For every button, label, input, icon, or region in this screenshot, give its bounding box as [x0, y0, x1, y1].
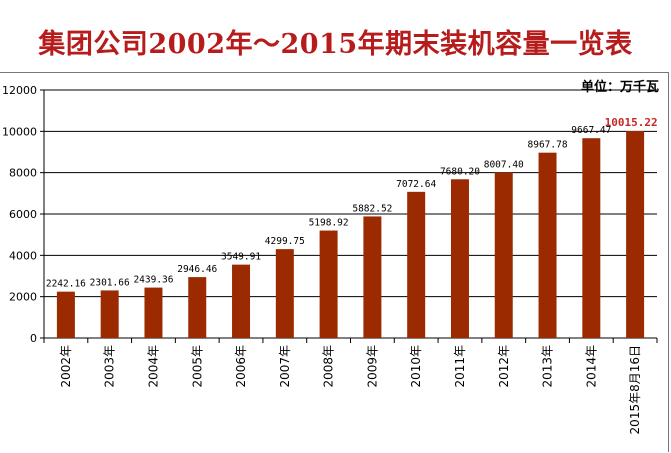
bar: [232, 264, 251, 338]
data-label: 5198.92: [309, 218, 349, 229]
category-label: 2013年: [541, 345, 555, 388]
category-label: 2011年: [453, 345, 467, 388]
data-label: 2301.66: [90, 277, 130, 288]
bar: [275, 249, 294, 338]
category-label: 2002年: [59, 345, 73, 388]
bar: [582, 138, 601, 338]
bar: [319, 230, 338, 338]
y-tick-label: 6000: [9, 208, 37, 221]
data-label: 2242.16: [46, 279, 86, 290]
data-label: 4299.75: [265, 236, 305, 247]
data-label: 7680.20: [440, 166, 480, 177]
data-label: 2439.36: [133, 275, 173, 286]
category-label: 2010年: [409, 345, 423, 388]
chart-title: 集团公司2002年～2015年期末装机容量一览表: [38, 29, 633, 60]
bar: [144, 287, 163, 338]
data-label: 2946.46: [177, 264, 217, 275]
bar: [407, 191, 426, 338]
data-label: 3549.91: [221, 252, 261, 263]
category-label: 2012年: [497, 345, 511, 388]
unit-label: 单位：万千瓦: [580, 80, 659, 95]
y-tick-label: 12000: [2, 84, 37, 97]
plot-frame: [0, 72, 669, 452]
bar: [494, 172, 513, 338]
y-tick-label: 2000: [9, 291, 37, 304]
category-label: 2004年: [146, 345, 160, 388]
data-label: 8007.40: [484, 160, 524, 171]
data-label: 5882.52: [352, 203, 392, 214]
y-tick-label: 4000: [9, 249, 37, 262]
category-label: 2003年: [103, 345, 117, 388]
category-label: 2006年: [234, 345, 248, 388]
data-label: 10015.22: [605, 116, 658, 129]
y-tick-label: 8000: [9, 167, 37, 180]
data-label: 9667.47: [571, 125, 611, 136]
bar: [56, 291, 75, 338]
bar: [538, 152, 557, 338]
y-tick-label: 0: [30, 332, 37, 345]
category-label: 2005年: [190, 345, 204, 388]
bar: [100, 290, 119, 338]
category-label: 2008年: [322, 345, 336, 388]
data-label: 8967.78: [528, 140, 568, 151]
bar: [450, 179, 469, 338]
bar: [626, 131, 645, 338]
category-label: 2007年: [278, 345, 292, 388]
category-label: 2009年: [365, 345, 379, 388]
data-label: 7072.64: [396, 179, 436, 190]
bar: [363, 216, 382, 338]
bar: [188, 277, 207, 338]
category-label: 2014年: [584, 345, 598, 388]
category-label: 2015年8月16日: [628, 345, 642, 434]
y-tick-label: 10000: [2, 125, 37, 138]
